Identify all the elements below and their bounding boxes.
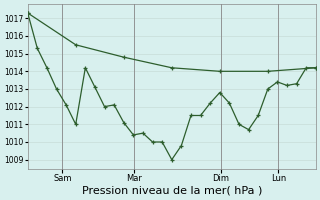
X-axis label: Pression niveau de la mer( hPa ): Pression niveau de la mer( hPa ) bbox=[82, 186, 262, 196]
